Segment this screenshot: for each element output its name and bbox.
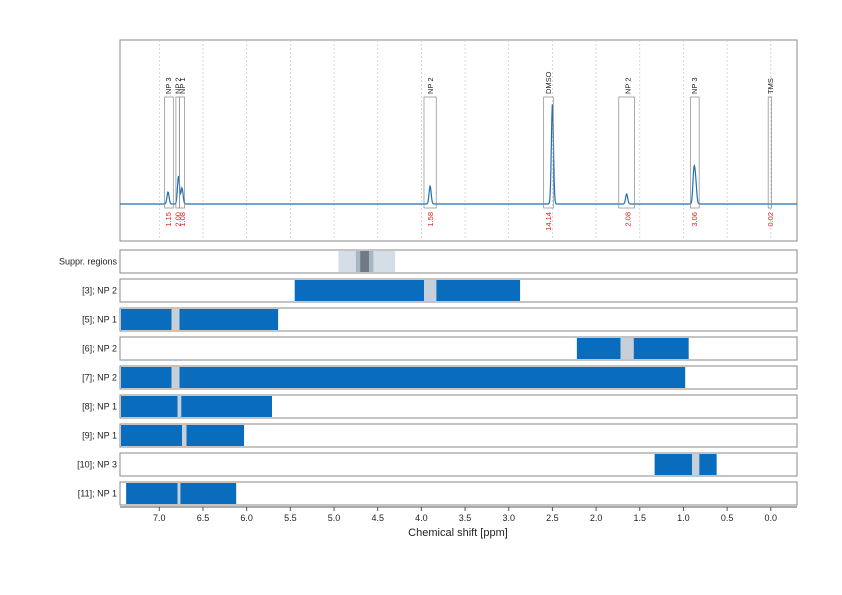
row-6-marker — [692, 454, 700, 475]
x-tick-label-10: 2.0 — [590, 513, 603, 523]
x-tick-label-0: 7.0 — [153, 513, 166, 523]
row-0-marker — [423, 280, 437, 301]
row-1-bar-1 — [179, 309, 279, 330]
row-7-marker — [177, 483, 181, 504]
x-tick-label-9: 2.5 — [546, 513, 559, 523]
row-4-marker — [177, 396, 182, 417]
x-tick-label-13: 0.5 — [721, 513, 734, 523]
spectrum-frame — [119, 39, 798, 242]
integral-label-0: 1.15 — [164, 212, 173, 227]
x-tick-label-7: 3.5 — [459, 513, 472, 523]
row-1-bar-0 — [121, 309, 172, 330]
integral-label-2: 1.08 — [178, 212, 187, 227]
row-3-bar-1 — [179, 367, 686, 388]
row-label-0: [3]; NP 2 — [82, 286, 117, 296]
row-3-bar-0 — [121, 367, 172, 388]
row-0-bar-1 — [436, 280, 521, 301]
peak-box-2 — [179, 96, 185, 209]
peak-box-7 — [767, 96, 773, 209]
peak-label-0: NP 3 — [164, 77, 173, 94]
row-5-bar-1 — [186, 425, 245, 446]
integral-label-4: 14.14 — [544, 212, 553, 231]
row-label-5: [9]; NP 1 — [82, 431, 117, 441]
x-tick-label-4: 5.0 — [328, 513, 341, 523]
row-frame-7 — [119, 481, 798, 506]
spectrum-line — [120, 104, 797, 205]
suppr-row-frame — [119, 249, 798, 274]
peak-label-5: NP 2 — [624, 77, 633, 94]
row-label-6: [10]; NP 3 — [77, 460, 117, 470]
row-3-marker — [171, 367, 180, 388]
integral-label-1: 2.00 — [174, 212, 183, 227]
suppr-row-label: Suppr. regions — [59, 257, 118, 267]
x-tick-label-3: 5.5 — [284, 513, 297, 523]
x-tick-label-8: 3.0 — [502, 513, 515, 523]
row-frame-5 — [119, 423, 798, 448]
range-rows: Suppr. regions [3]; NP 2 [5]; NP 1 [6]; NP … — [59, 249, 798, 506]
row-label-4: [8]; NP 1 — [82, 402, 117, 412]
integral-label-7: 0.02 — [766, 212, 775, 227]
row-2-marker — [620, 338, 634, 359]
row-frame-4 — [119, 394, 798, 419]
row-frame-2 — [119, 336, 798, 361]
peak-label-3: NP 2 — [426, 77, 435, 94]
row-label-7: [11]; NP 1 — [78, 489, 117, 499]
row-4-bar-1 — [181, 396, 272, 417]
row-1-marker — [171, 309, 180, 330]
integral-label-6: 3.06 — [690, 212, 699, 227]
row-label-1: [5]; NP 1 — [82, 315, 117, 325]
x-tick-label-5: 4.5 — [371, 513, 384, 523]
x-tick-label-14: 0.0 — [765, 513, 778, 523]
x-tick-label-1: 6.5 — [197, 513, 210, 523]
x-axis: 7.0 6.5 6.0 5.5 5.0 4.5 4.0 3.5 3.0 2.5 2.0 1.5 1.0 0… — [120, 506, 797, 523]
x-axis-label: Chemical shift [ppm] — [408, 527, 508, 539]
row-5-marker — [182, 425, 187, 446]
row-label-2: [6]; NP 2 — [82, 344, 117, 354]
row-6-bar-0 — [654, 454, 693, 475]
integral-label-3: 1.58 — [426, 212, 435, 227]
row-frame-6 — [119, 452, 798, 477]
x-tick-label-6: 4.0 — [415, 513, 428, 523]
peak-label-4: DMSO — [544, 71, 553, 94]
spectrum-panel: NP 3 1.15 NP 2 2.00 NP 1 1.08 NP 2 1.58 DMSO 14.1… — [119, 39, 798, 242]
peak-label-2: NP 1 — [178, 77, 187, 94]
row-label-3: [7]; NP 2 — [82, 373, 117, 383]
x-tick-label-11: 1.5 — [634, 513, 647, 523]
peak-box-5 — [618, 96, 635, 209]
integral-label-5: 2.08 — [624, 212, 633, 227]
peak-box-3 — [423, 96, 437, 209]
row-frame-1 — [119, 307, 798, 332]
x-tick-label-12: 1.0 — [677, 513, 690, 523]
peak-box-4 — [543, 96, 554, 209]
row-2-bar-1 — [633, 338, 689, 359]
row-0-bar-0 — [294, 280, 424, 301]
row-5-bar-0 — [121, 425, 183, 446]
suppr-region-dark — [360, 251, 369, 272]
row-7-bar-1 — [180, 483, 237, 504]
peak-box-6 — [690, 96, 700, 209]
peak-label-1: NP 2 — [174, 77, 183, 94]
peak-box-0 — [164, 96, 174, 209]
row-6-bar-1 — [699, 454, 717, 475]
x-tick-label-2: 6.0 — [240, 513, 253, 523]
row-7-bar-0 — [126, 483, 178, 504]
row-2-bar-0 — [576, 338, 621, 359]
peak-label-6: NP 3 — [690, 77, 699, 94]
peak-label-7: TMS — [766, 78, 775, 94]
row-4-bar-0 — [121, 396, 178, 417]
